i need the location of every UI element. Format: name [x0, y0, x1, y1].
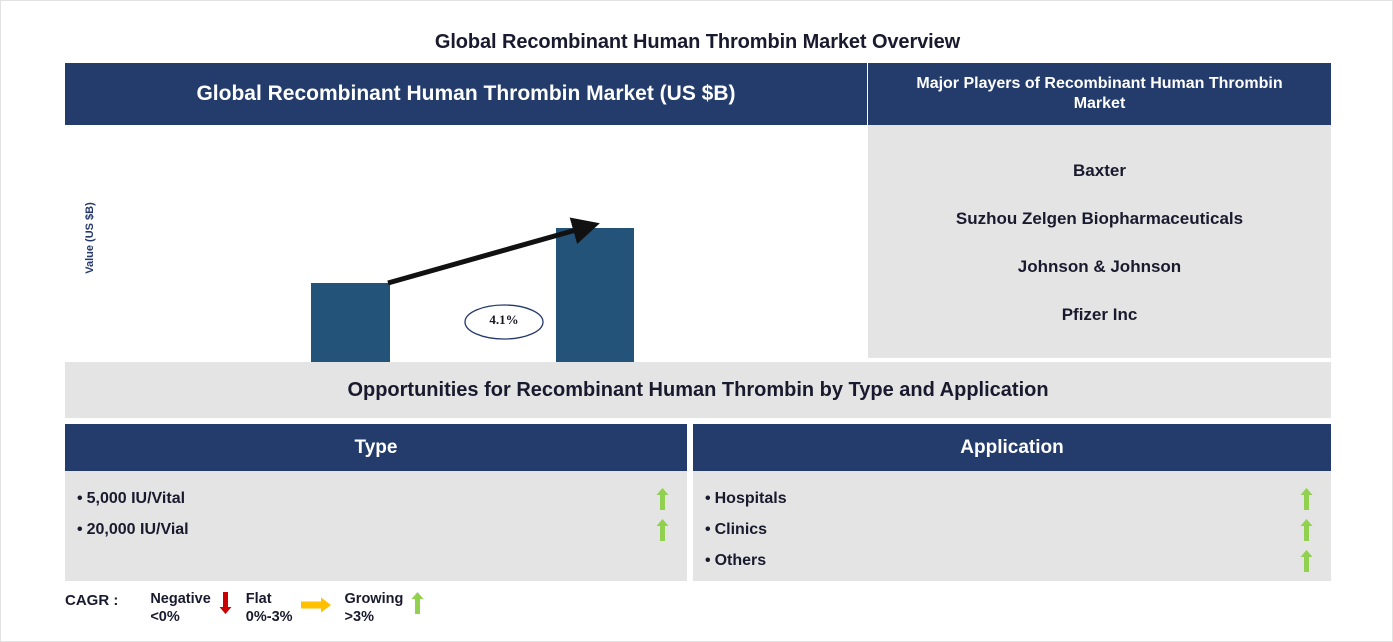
- bullet-icon: •: [77, 489, 83, 507]
- arrow-up-icon: [1300, 487, 1313, 510]
- bullet-icon: •: [77, 520, 83, 538]
- type-table: Type • 5,000 IU/Vital • 20,000 IU/Vial: [65, 424, 687, 581]
- table-row: • Hospitals: [693, 483, 1331, 514]
- application-table-header: Application: [693, 424, 1331, 471]
- table-row: • Clinics: [693, 514, 1331, 545]
- bar-2025: [311, 283, 390, 368]
- row-text: Others: [714, 551, 767, 569]
- row-text: Hospitals: [714, 489, 787, 507]
- cagr-growing-range: >3%: [344, 609, 374, 626]
- arrow-up-icon: [656, 518, 669, 541]
- market-chart-header: Global Recombinant Human Thrombin Market…: [65, 63, 867, 125]
- type-table-header: Type: [65, 424, 687, 471]
- page-title: Global Recombinant Human Thrombin Market…: [434, 31, 961, 53]
- cagr-legend-entry-negative: Negative <0%: [150, 587, 232, 626]
- application-row-label-0: • Hospitals: [705, 490, 787, 508]
- bullet-icon: •: [705, 551, 711, 569]
- arrow-up-icon: [656, 487, 669, 510]
- arrow-down-icon: [219, 592, 232, 614]
- cagr-flat-range: 0%-3%: [245, 609, 293, 626]
- cagr-negative-text: Negative <0%: [150, 587, 210, 626]
- major-players-list: Baxter Suzhou Zelgen Biopharmaceuticals …: [868, 125, 1331, 358]
- application-row-label-2: • Others: [705, 552, 766, 570]
- cagr-legend-entry-flat: Flat 0%-3%: [246, 587, 331, 626]
- opportunities-band: Opportunities for Recombinant Human Thro…: [65, 362, 1331, 418]
- bullet-icon: •: [705, 489, 711, 507]
- cagr-growing-name: Growing: [344, 591, 404, 607]
- list-item: Johnson & Johnson: [1017, 257, 1182, 276]
- cagr-negative-range: <0%: [150, 609, 180, 626]
- list-item: Pfizer Inc: [1061, 305, 1138, 324]
- cagr-growing-icon-wrap: [411, 587, 424, 614]
- type-table-rows: • 5,000 IU/Vital • 20,000 IU/Vial: [65, 471, 687, 545]
- cagr-legend: CAGR : Negative <0% Flat 0%-3%: [65, 587, 765, 633]
- application-table-rows: • Hospitals • Clinics • Others: [693, 471, 1331, 576]
- list-item: Baxter: [1073, 161, 1126, 180]
- row-text: 20,000 IU/Vial: [86, 520, 189, 538]
- arrow-up-icon: [1300, 518, 1313, 541]
- cagr-negative-icon-wrap: [219, 587, 232, 614]
- row-text: Clinics: [714, 520, 768, 538]
- cagr-legend-title: CAGR :: [65, 592, 119, 609]
- cagr-negative-name: Negative: [150, 591, 211, 607]
- table-row: • 5,000 IU/Vital: [65, 483, 687, 514]
- cagr-legend-entry-growing: Growing >3%: [345, 587, 425, 626]
- type-row-label-0: • 5,000 IU/Vital: [77, 490, 185, 508]
- major-players-panel: Major Players of Recombinant Human Throm…: [868, 63, 1331, 358]
- row-text: 5,000 IU/Vital: [86, 489, 186, 507]
- cagr-value-label: 4.1%: [489, 312, 519, 327]
- cagr-flat-icon-wrap: [300, 587, 331, 613]
- cagr-growing-text: Growing >3%: [345, 587, 404, 626]
- opportunities-title: Opportunities for Recombinant Human Thro…: [347, 378, 1049, 401]
- application-table: Application • Hospitals • Clinics: [693, 424, 1331, 581]
- type-row-label-1: • 20,000 IU/Vial: [77, 521, 189, 539]
- application-row-label-1: • Clinics: [705, 521, 767, 539]
- arrow-up-icon: [1300, 549, 1313, 572]
- cagr-flat-text: Flat 0%-3%: [246, 587, 293, 626]
- table-row: • Others: [693, 545, 1331, 576]
- y-axis-label: Value (US $B): [84, 202, 96, 274]
- major-players-header: Major Players of Recombinant Human Throm…: [868, 63, 1331, 125]
- cagr-flat-name: Flat: [245, 591, 272, 607]
- bullet-icon: •: [705, 520, 711, 538]
- market-chart-panel: Global Recombinant Human Thrombin Market…: [65, 63, 867, 415]
- arrow-right-icon: [300, 597, 331, 613]
- list-item: Suzhou Zelgen Biopharmaceuticals: [955, 209, 1244, 228]
- table-row: • 20,000 IU/Vial: [65, 514, 687, 545]
- arrow-up-icon: [411, 592, 424, 614]
- bar-2031: [556, 228, 634, 368]
- bar-chart: Value (US $B) 4.1% 2025 2031 Source : Lu…: [65, 125, 867, 415]
